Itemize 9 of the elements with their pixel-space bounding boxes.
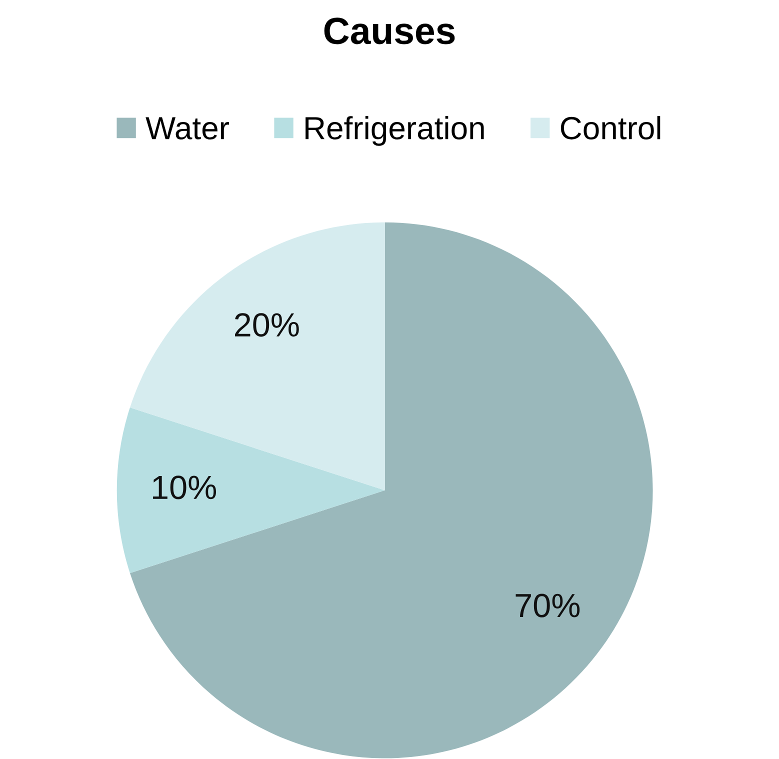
- data-label: 20%: [235, 313, 299, 337]
- chart-title: Causes: [324, 18, 455, 44]
- data-label: 10%: [153, 476, 216, 500]
- legend-label: Control: [560, 116, 660, 140]
- data-label: 70%: [516, 594, 580, 618]
- legend-label: Refrigeration: [306, 116, 484, 146]
- pie-slice: [116, 408, 385, 574]
- pie-slice: [130, 222, 653, 758]
- legend-label: Water: [146, 117, 229, 140]
